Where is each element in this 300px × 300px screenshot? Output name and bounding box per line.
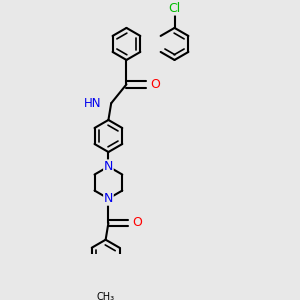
Text: Cl: Cl xyxy=(168,2,181,15)
Text: O: O xyxy=(132,217,142,230)
Text: N: N xyxy=(104,192,113,205)
Text: O: O xyxy=(150,78,160,91)
Text: HN: HN xyxy=(84,97,101,110)
Text: N: N xyxy=(104,160,113,173)
Text: CH₃: CH₃ xyxy=(97,292,115,300)
